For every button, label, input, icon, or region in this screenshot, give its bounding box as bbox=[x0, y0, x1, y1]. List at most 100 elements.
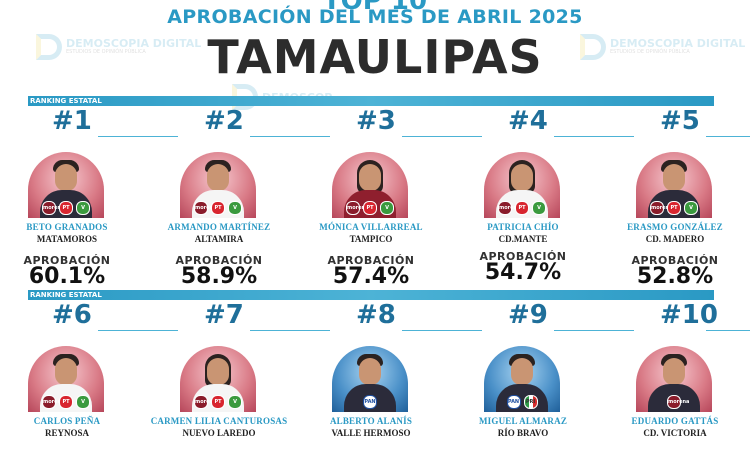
divider bbox=[706, 136, 750, 137]
header-subtitle: APROBACIÓN DEL MES DE ABRIL 2025 bbox=[167, 6, 583, 28]
party-pt-icon: PT bbox=[59, 201, 73, 215]
party-logos: morena PT V bbox=[484, 201, 560, 215]
party-morena-icon: morena bbox=[498, 201, 520, 215]
candidate-name: MÓNICA VILLARREAL bbox=[319, 222, 423, 232]
party-logos: morena PT V bbox=[332, 201, 408, 215]
approval-label: APROBACIÓN bbox=[23, 254, 111, 267]
rank-number: #5 bbox=[660, 106, 700, 136]
rank-number: #1 bbox=[52, 106, 92, 136]
ranking-band bbox=[28, 290, 714, 300]
candidate-name: CARLOS PEÑA bbox=[33, 416, 101, 426]
party-verde-icon: V bbox=[532, 201, 546, 215]
rank-number: #9 bbox=[508, 300, 548, 330]
candidate-city: MATAMOROS bbox=[36, 234, 98, 244]
party-morena-icon: morena bbox=[42, 201, 64, 215]
party-morena-icon: morena bbox=[346, 201, 368, 215]
header-top-partial: TOP 10 bbox=[322, 0, 428, 16]
candidate-name: ARMANDO MARTÍNEZ bbox=[167, 222, 271, 232]
party-verde-icon: V bbox=[76, 395, 90, 409]
ranking-band-label: RANKING ESTATAL bbox=[30, 97, 102, 105]
party-logos: morena PT V bbox=[180, 201, 256, 215]
candidate-city: CD. MADERO bbox=[645, 234, 705, 244]
approval-percentage: 58.9% bbox=[180, 264, 258, 289]
rank-number: #4 bbox=[508, 106, 548, 136]
party-logos: morena PT V bbox=[28, 201, 104, 215]
rank-number: #3 bbox=[356, 106, 396, 136]
approval-label: APROBACIÓN bbox=[631, 254, 719, 267]
candidate-city: ALTAMIRA bbox=[194, 234, 244, 244]
party-logos: PAN PRI bbox=[484, 395, 560, 409]
candidate-photo: PAN PRI bbox=[484, 346, 560, 412]
rank-number: #2 bbox=[204, 106, 244, 136]
candidate-city: CD. VICTORIA bbox=[643, 428, 707, 438]
candidate-photo: morena bbox=[636, 346, 712, 412]
party-verde-icon: V bbox=[228, 201, 242, 215]
approval-label: APROBACIÓN bbox=[327, 254, 415, 267]
divider bbox=[250, 136, 330, 137]
candidate-photo: morena PT V bbox=[28, 152, 104, 218]
party-logos: morena PT V bbox=[28, 395, 104, 409]
candidate-city: NUEVO LAREDO bbox=[182, 428, 256, 438]
party-morena-icon: morena bbox=[42, 395, 64, 409]
ranking-band bbox=[28, 96, 714, 106]
party-morena-icon: morena bbox=[194, 395, 216, 409]
candidate-photo: morena PT V bbox=[332, 152, 408, 218]
candidate-photo: morena PT V bbox=[180, 152, 256, 218]
candidate-city: CD.MANTE bbox=[498, 234, 548, 244]
candidate-name: PATRICIA CHÍO bbox=[487, 222, 559, 232]
candidate-name: EDUARDO GATTÁS bbox=[631, 416, 719, 426]
candidate-city: TAMPICO bbox=[349, 234, 393, 244]
candidate-name: BETO GRANADOS bbox=[26, 222, 108, 232]
party-pt-icon: PT bbox=[59, 395, 73, 409]
party-logos: morena bbox=[636, 395, 712, 409]
divider bbox=[402, 330, 482, 331]
party-morena-icon: morena bbox=[667, 395, 689, 409]
party-verde-icon: V bbox=[76, 201, 90, 215]
party-verde-icon: V bbox=[684, 201, 698, 215]
approval-label: APROBACIÓN bbox=[175, 254, 263, 267]
divider bbox=[402, 136, 482, 137]
candidate-city: VALLE HERMOSO bbox=[331, 428, 411, 438]
divider bbox=[98, 136, 178, 137]
party-pt-icon: PT bbox=[667, 201, 681, 215]
candidate-name: MIGUEL ALMARAZ bbox=[478, 416, 568, 426]
divider bbox=[98, 330, 178, 331]
candidate-photo: morena PT V bbox=[180, 346, 256, 412]
rank-number: #10 bbox=[660, 300, 718, 330]
approval-percentage: 57.4% bbox=[332, 264, 410, 289]
party-morena-icon: morena bbox=[194, 201, 216, 215]
divider bbox=[554, 136, 634, 137]
party-logos: morena PT V bbox=[180, 395, 256, 409]
approval-percentage: 60.1% bbox=[28, 264, 106, 289]
party-pt-icon: PT bbox=[211, 201, 225, 215]
approval-label: APROBACIÓN bbox=[479, 250, 567, 263]
candidate-photo: PAN bbox=[332, 346, 408, 412]
party-logos: morena PT V bbox=[636, 201, 712, 215]
party-pan-icon: PAN bbox=[506, 395, 521, 409]
candidate-city: RÍO BRAVO bbox=[497, 428, 549, 438]
party-verde-icon: V bbox=[380, 201, 394, 215]
party-verde-icon: V bbox=[228, 395, 242, 409]
party-logos: PAN bbox=[332, 395, 408, 409]
party-pt-icon: PT bbox=[211, 395, 225, 409]
divider bbox=[554, 330, 634, 331]
rank-number: #6 bbox=[52, 300, 92, 330]
party-morena-icon: morena bbox=[650, 201, 672, 215]
candidate-photo: morena PT V bbox=[636, 152, 712, 218]
divider bbox=[706, 330, 750, 331]
candidate-name: ERASMO GONZÁLEZ bbox=[627, 222, 723, 232]
candidate-name: ALBERTO ALANÍS bbox=[329, 416, 413, 426]
candidate-city: REYNOSA bbox=[44, 428, 89, 438]
party-pt-icon: PT bbox=[515, 201, 529, 215]
candidate-name: CARMEN LILIA CANTUROSAS bbox=[150, 416, 288, 426]
header-title: TAMAULIPAS bbox=[207, 30, 543, 84]
party-pt-icon: PT bbox=[363, 201, 377, 215]
party-pri-icon: PRI bbox=[523, 395, 538, 409]
approval-percentage: 52.8% bbox=[636, 264, 714, 289]
candidate-photo: morena PT V bbox=[484, 152, 560, 218]
rank-number: #7 bbox=[204, 300, 244, 330]
candidate-photo: morena PT V bbox=[28, 346, 104, 412]
divider bbox=[250, 330, 330, 331]
rank-number: #8 bbox=[356, 300, 396, 330]
party-pan-icon: PAN bbox=[363, 395, 377, 409]
